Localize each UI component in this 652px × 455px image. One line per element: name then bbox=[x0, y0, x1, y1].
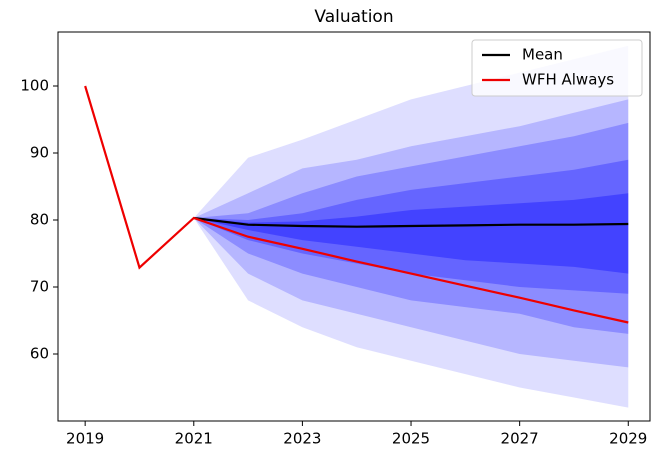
fan-band bbox=[193, 122, 629, 334]
x-tick-label: 2023 bbox=[283, 430, 321, 448]
legend-label: WFH Always bbox=[522, 71, 614, 89]
y-tick-label: 60 bbox=[30, 345, 49, 363]
y-tick-label: 100 bbox=[20, 77, 49, 95]
fan-band bbox=[193, 193, 629, 274]
x-tick-label: 2027 bbox=[501, 430, 539, 448]
y-tick-label: 80 bbox=[30, 211, 49, 229]
legend-label: Mean bbox=[522, 46, 563, 64]
x-tick-label: 2029 bbox=[609, 430, 647, 448]
legend: Mean WFH Always bbox=[471, 39, 643, 97]
legend-box bbox=[471, 39, 643, 97]
plot-area bbox=[84, 45, 629, 408]
y-tick-label: 70 bbox=[30, 278, 49, 296]
axes-frame bbox=[57, 31, 651, 422]
x-tick-label: 2019 bbox=[66, 430, 104, 448]
x-tick-label: 2025 bbox=[392, 430, 430, 448]
series-line bbox=[193, 216, 629, 228]
chart-title: Valuation bbox=[314, 7, 393, 27]
x-tick-label: 2021 bbox=[175, 430, 213, 448]
series-line bbox=[84, 85, 629, 324]
y-tick-label: 90 bbox=[30, 144, 49, 162]
fan-band bbox=[193, 99, 629, 368]
